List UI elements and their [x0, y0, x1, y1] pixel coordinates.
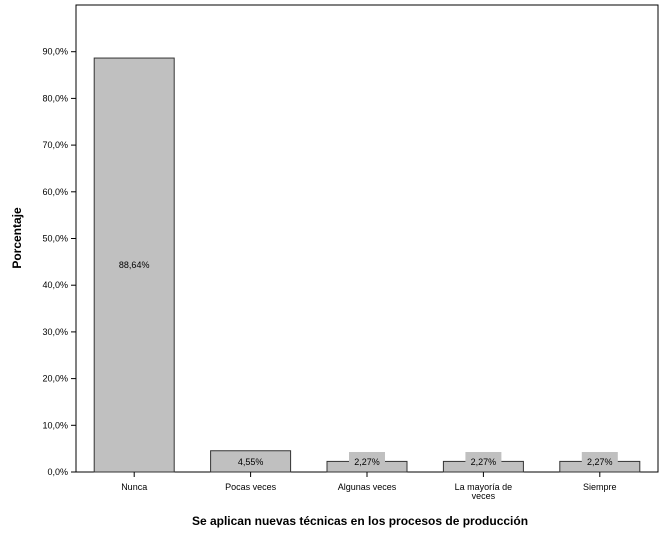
y-tick-label: 40,0% [42, 280, 68, 290]
x-tick-label-line: Nunca [121, 482, 147, 492]
x-axis: Nunca Pocas veces Algunas veces La mayoría … [121, 472, 617, 501]
data-label: 2,27% [587, 457, 613, 467]
data-label: 2,27% [354, 457, 380, 467]
x-tick-label-line: veces [472, 491, 496, 501]
x-tick-label-line: La mayoría de [455, 482, 513, 492]
y-axis: 0,0% 10,0% 20,0% 30,0% 40,0% 50,0% 60,0% 70,0% 8… [42, 47, 76, 477]
data-label: 88,64% [119, 260, 150, 270]
data-label-box [465, 452, 502, 467]
x-tick-label: La mayoría de veces [455, 482, 513, 501]
y-axis-label: Porcentaje [10, 207, 24, 269]
y-tick-label: 50,0% [42, 234, 68, 244]
x-axis-label: Se aplican nuevas técnicas en los proces… [192, 514, 528, 528]
y-tick-label: 10,0% [42, 420, 68, 430]
data-label-box [349, 452, 385, 467]
y-tick-label: 60,0% [42, 187, 68, 197]
x-tick-label: Siempre [583, 482, 617, 492]
y-tick-label: 70,0% [42, 140, 68, 150]
y-tick-label: 90,0% [42, 47, 68, 57]
y-tick-label: 0,0% [47, 467, 68, 477]
data-label-box [232, 452, 269, 467]
x-tick-label: Algunas veces [338, 482, 397, 492]
x-tick-label-line: Siempre [583, 482, 617, 492]
data-label-box [581, 452, 618, 467]
x-tick-label-line: Pocas veces [225, 482, 277, 492]
x-tick-label-line: Algunas veces [338, 482, 397, 492]
y-tick-label: 20,0% [42, 374, 68, 384]
x-tick-label: Pocas veces [225, 482, 277, 492]
y-tick-label: 30,0% [42, 327, 68, 337]
bars: 88,64% 4,55% 2,27% 2,27% 2,27% [93, 57, 641, 473]
data-label: 4,55% [238, 457, 264, 467]
bar [93, 57, 175, 473]
y-tick-label: 80,0% [42, 93, 68, 103]
x-tick-label: Nunca [121, 482, 147, 492]
data-label: 2,27% [471, 457, 497, 467]
